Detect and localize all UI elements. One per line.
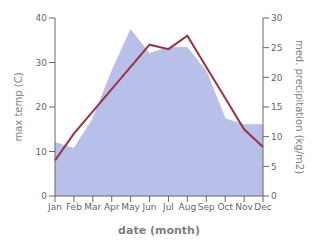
svg-text:Dec: Dec [254, 202, 271, 212]
svg-text:0: 0 [271, 191, 277, 201]
svg-text:40: 40 [36, 13, 48, 23]
svg-text:Oct: Oct [217, 202, 233, 212]
svg-text:date (month): date (month) [118, 224, 200, 237]
svg-text:25: 25 [271, 43, 282, 53]
svg-text:Aug: Aug [179, 202, 197, 212]
svg-text:Jul: Jul [162, 202, 174, 212]
svg-text:May: May [121, 202, 140, 212]
svg-text:20: 20 [271, 73, 283, 83]
svg-text:10: 10 [36, 147, 48, 157]
svg-text:30: 30 [271, 13, 283, 23]
svg-text:Jan: Jan [47, 202, 62, 212]
svg-text:med. precipitation (kg/m2): med. precipitation (kg/m2) [294, 40, 305, 174]
svg-text:Mar: Mar [84, 202, 101, 212]
svg-text:5: 5 [271, 162, 277, 172]
svg-text:max temp (C): max temp (C) [13, 72, 24, 141]
svg-text:Jun: Jun [142, 202, 157, 212]
svg-text:Nov: Nov [235, 202, 253, 212]
svg-text:Apr: Apr [104, 202, 120, 212]
svg-text:15: 15 [271, 102, 282, 112]
svg-text:10: 10 [271, 132, 283, 142]
svg-text:0: 0 [41, 191, 47, 201]
svg-text:Feb: Feb [66, 202, 82, 212]
svg-text:30: 30 [36, 58, 48, 68]
svg-text:Sep: Sep [198, 202, 215, 212]
svg-text:20: 20 [36, 102, 48, 112]
